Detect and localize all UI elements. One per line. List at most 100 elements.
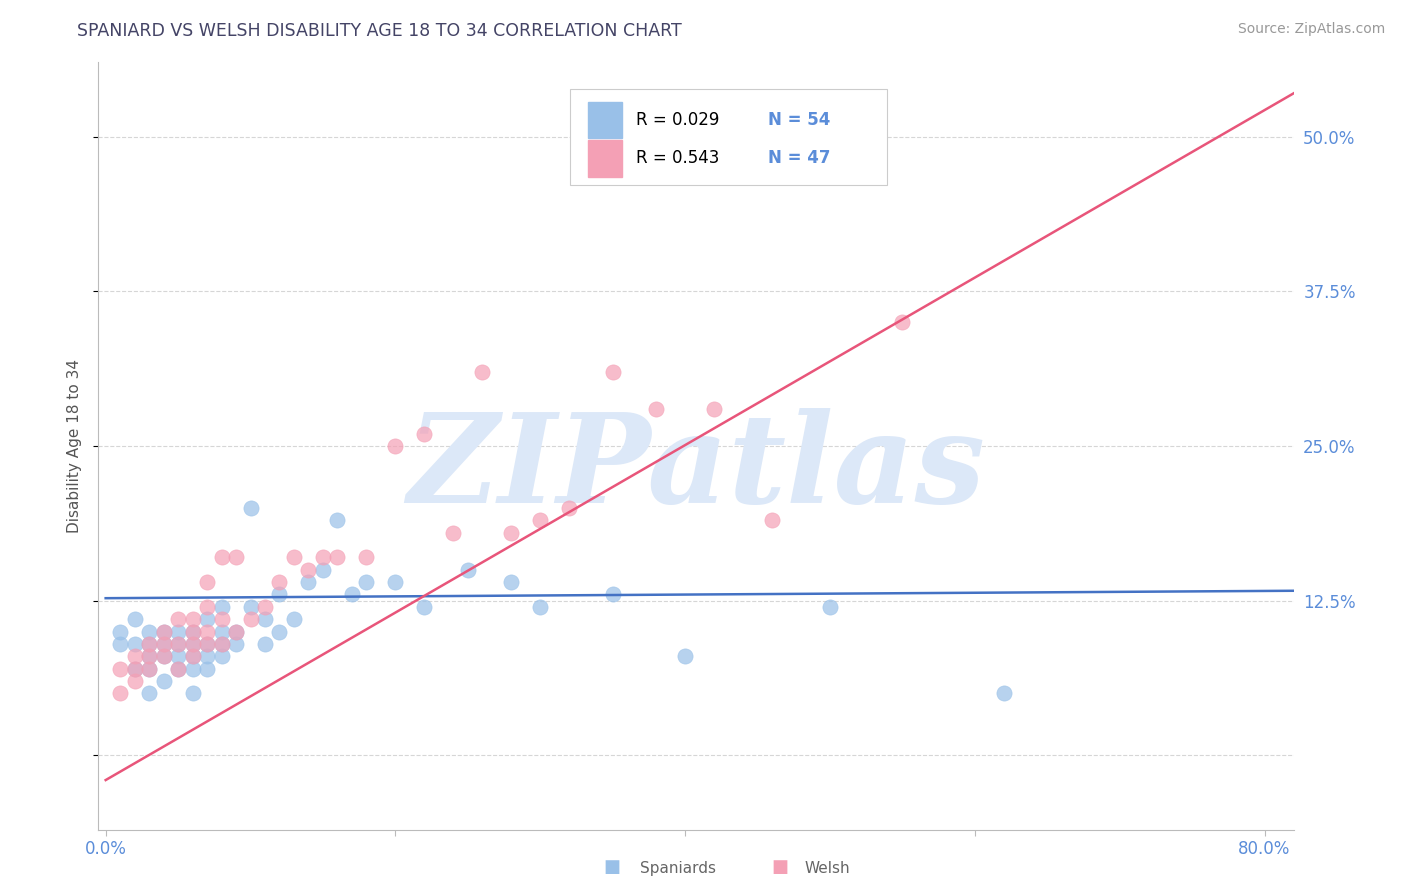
Point [384, 439, 406, 453]
Point [356, 550, 378, 565]
Point [269, 587, 291, 601]
Point [195, 599, 218, 614]
Point [167, 662, 190, 676]
Point [602, 587, 624, 601]
Point [413, 599, 436, 614]
Point [312, 563, 335, 577]
Point [211, 624, 233, 639]
Point [818, 599, 841, 614]
Point [152, 637, 174, 651]
Point [239, 599, 262, 614]
Point [225, 637, 247, 651]
Point [645, 401, 668, 416]
Point [239, 500, 262, 515]
Point [138, 649, 160, 664]
Point [195, 662, 218, 676]
Point [441, 525, 464, 540]
Point [211, 550, 233, 565]
Text: N = 54: N = 54 [768, 111, 830, 129]
Point [195, 575, 218, 590]
Point [326, 550, 349, 565]
Point [457, 563, 479, 577]
Point [211, 637, 233, 651]
Point [225, 624, 247, 639]
Point [124, 662, 146, 676]
Point [384, 575, 406, 590]
Point [239, 612, 262, 626]
Text: R = 0.543: R = 0.543 [637, 149, 720, 168]
Point [993, 686, 1015, 700]
Point [181, 649, 204, 664]
Point [529, 513, 551, 527]
Point [138, 649, 160, 664]
Point [501, 525, 523, 540]
Text: ■: ■ [772, 858, 789, 876]
Point [673, 649, 696, 664]
FancyBboxPatch shape [571, 89, 887, 186]
Point [138, 637, 160, 651]
Point [891, 315, 914, 329]
Point [152, 624, 174, 639]
Point [326, 513, 349, 527]
Point [167, 662, 190, 676]
Point [181, 637, 204, 651]
Point [152, 649, 174, 664]
Point [108, 624, 131, 639]
Point [108, 637, 131, 651]
Point [138, 662, 160, 676]
Point [195, 637, 218, 651]
Point [297, 575, 319, 590]
Bar [589, 140, 621, 177]
Point [138, 686, 160, 700]
Point [211, 649, 233, 664]
Point [181, 624, 204, 639]
Point [195, 649, 218, 664]
Point [152, 649, 174, 664]
Point [167, 624, 190, 639]
Point [312, 550, 335, 565]
Point [253, 612, 276, 626]
Text: ■: ■ [603, 858, 620, 876]
Point [124, 674, 146, 689]
Point [181, 624, 204, 639]
Point [501, 575, 523, 590]
Point [283, 612, 305, 626]
Point [269, 575, 291, 590]
Point [253, 599, 276, 614]
Point [138, 662, 160, 676]
Text: Welsh: Welsh [804, 861, 849, 876]
Point [211, 612, 233, 626]
Point [225, 624, 247, 639]
Text: N = 47: N = 47 [768, 149, 830, 168]
Point [356, 575, 378, 590]
Point [138, 624, 160, 639]
Point [413, 426, 436, 441]
Point [124, 649, 146, 664]
Bar [589, 102, 621, 138]
Point [761, 513, 783, 527]
Point [558, 500, 581, 515]
Y-axis label: Disability Age 18 to 34: Disability Age 18 to 34 [67, 359, 83, 533]
Text: ZIPatlas: ZIPatlas [406, 409, 986, 530]
Point [124, 637, 146, 651]
Point [195, 624, 218, 639]
Text: SPANIARD VS WELSH DISABILITY AGE 18 TO 34 CORRELATION CHART: SPANIARD VS WELSH DISABILITY AGE 18 TO 3… [77, 22, 682, 40]
Point [181, 612, 204, 626]
Point [167, 637, 190, 651]
Point [529, 599, 551, 614]
Point [602, 365, 624, 379]
Point [167, 649, 190, 664]
Point [297, 563, 319, 577]
Text: R = 0.029: R = 0.029 [637, 111, 720, 129]
Point [195, 637, 218, 651]
Point [181, 686, 204, 700]
Point [211, 637, 233, 651]
Point [167, 637, 190, 651]
Point [703, 401, 725, 416]
Point [283, 550, 305, 565]
Point [108, 662, 131, 676]
Point [181, 637, 204, 651]
Point [269, 624, 291, 639]
Point [253, 637, 276, 651]
Point [181, 662, 204, 676]
